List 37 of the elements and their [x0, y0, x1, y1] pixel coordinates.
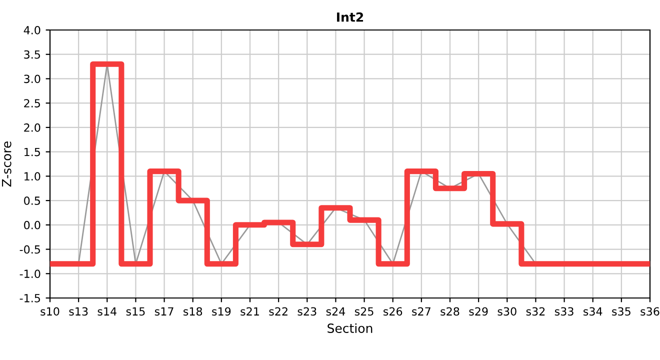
y-tick-label: -0.5 — [20, 245, 40, 254]
x-tick-label: s28 — [440, 307, 460, 316]
x-tick-label: s27 — [412, 307, 430, 316]
x-tick-label: s26 — [383, 307, 402, 316]
x-tick-label: s32 — [526, 307, 545, 316]
y-tick-label: 1.0 — [24, 172, 40, 181]
y-tick-label: 3.0 — [24, 74, 40, 84]
x-tick-label: s30 — [498, 307, 516, 316]
x-tick-label: s23 — [298, 307, 316, 316]
x-tick-label: s33 — [554, 307, 574, 316]
x-tick-label: s19 — [212, 307, 231, 316]
x-tick-label: s35 — [612, 307, 630, 316]
x-tick-label: s24 — [326, 307, 346, 316]
y-tick-label: 0.0 — [24, 220, 40, 230]
chart-title: Int2 — [337, 12, 364, 22]
x-tick-label: s10 — [40, 307, 60, 316]
y-tick-label: 0.5 — [24, 196, 40, 205]
x-tick-label: s18 — [183, 307, 202, 316]
x-tick-label: s13 — [69, 307, 88, 316]
x-tick-label: s29 — [469, 307, 488, 316]
x-tick-label: s15 — [126, 307, 145, 316]
x-axis-title: Section — [328, 323, 372, 334]
x-tick-label: s21 — [240, 307, 259, 316]
x-tick-label: s25 — [354, 307, 374, 316]
y-tick-label: 2.5 — [24, 99, 40, 108]
x-tick-label: s17 — [154, 307, 174, 316]
y-tick-label: 3.5 — [24, 50, 40, 59]
y-tick-label: 2.0 — [24, 123, 40, 132]
y-tick-label: -1.0 — [20, 270, 40, 278]
x-tick-label: s22 — [269, 307, 288, 316]
y-tick-label: 1.5 — [24, 148, 40, 156]
y-tick-label: -1.5 — [20, 294, 40, 302]
x-tick-label: s14 — [98, 307, 116, 316]
x-tick-label: s34 — [583, 307, 602, 316]
x-tick-label: s36 — [640, 307, 660, 316]
y-axis-title: Z-score — [2, 141, 12, 187]
y-tick-label: 4.0 — [24, 26, 40, 34]
